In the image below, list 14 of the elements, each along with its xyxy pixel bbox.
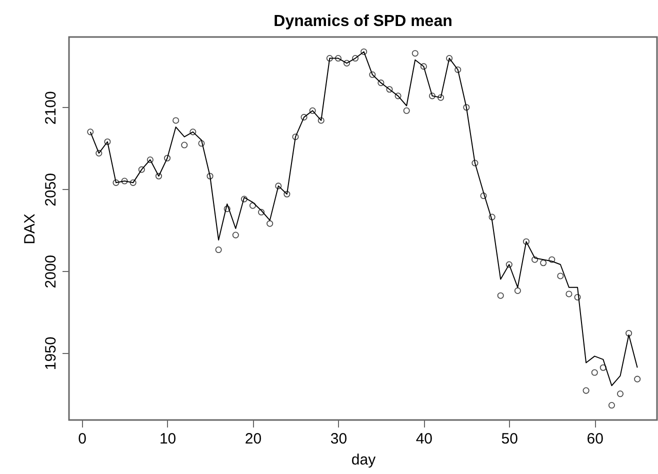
x-tick-label: 40 bbox=[416, 430, 433, 448]
x-tick-label: 0 bbox=[78, 430, 86, 448]
y-tick-label: 2050 bbox=[42, 173, 60, 206]
x-tick-label: 30 bbox=[330, 430, 348, 448]
x-axis-title: day bbox=[351, 452, 376, 468]
x-tick-label: 60 bbox=[586, 430, 604, 448]
y-tick-label: 1950 bbox=[42, 336, 60, 370]
y-tick-label: 2100 bbox=[42, 91, 60, 125]
y-tick-label: 2000 bbox=[42, 254, 60, 288]
x-tick-label: 50 bbox=[501, 430, 518, 448]
x-tick-label: 20 bbox=[244, 430, 262, 448]
x-tick-label: 10 bbox=[159, 430, 176, 448]
y-axis-title: DAX bbox=[22, 214, 38, 244]
chart-title: Dynamics of SPD mean bbox=[274, 13, 452, 30]
